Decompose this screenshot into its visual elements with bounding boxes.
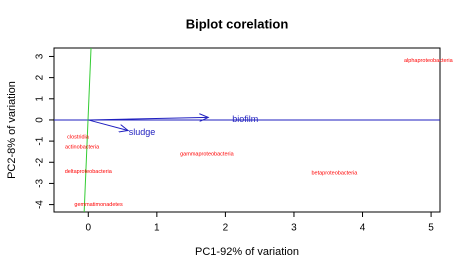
point-label: actinobacteria [65,144,100,150]
x-tick-label: 0 [85,223,91,234]
point-label: clostridia [67,134,90,140]
y-tick-label: 3 [35,53,46,59]
y-tick-label: -4 [35,200,46,209]
x-tick-label: 3 [291,223,297,234]
plot-frame [53,47,441,213]
point-label: alphaproteobacteria [404,58,454,64]
x-tick-label: 4 [360,223,366,234]
point-label: gammaproteobacteria [180,151,234,157]
arrow-label: biofilm [232,114,258,124]
y-tick-label: 2 [35,74,46,80]
y-axis-label: PC2-8% of variation [6,81,18,179]
point-label: gemmatimonadetes [74,202,123,208]
x-axis-label: PC1-92% of variation [195,246,299,258]
loading-arrow [88,117,208,120]
y-tick-label: 0 [35,117,46,123]
y-tick-label: -2 [35,157,46,166]
chart-title: Biplot corelation [186,16,289,31]
point-label: deltaproteobacteria [65,169,113,175]
y-tick-label: -3 [35,179,46,188]
x-tick-label: 5 [428,223,434,234]
x-tick-label: 1 [154,223,160,234]
y-tick-label: 1 [35,96,46,102]
loading-arrow [88,119,128,131]
y-tick-label: -1 [35,136,46,145]
x-tick-label: 2 [223,223,229,234]
point-label: betaproteobacteria [311,170,358,176]
reference-line [83,47,92,213]
arrow-label: sludge [129,127,156,137]
